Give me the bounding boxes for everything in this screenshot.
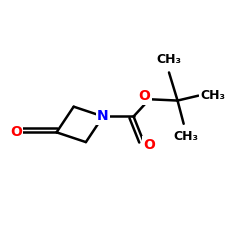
Text: O: O bbox=[144, 138, 156, 151]
Text: CH₃: CH₃ bbox=[156, 53, 182, 66]
Text: O: O bbox=[138, 89, 150, 103]
Text: CH₃: CH₃ bbox=[174, 130, 199, 143]
Text: O: O bbox=[10, 125, 22, 139]
Text: N: N bbox=[97, 110, 109, 124]
Text: CH₃: CH₃ bbox=[201, 89, 226, 102]
